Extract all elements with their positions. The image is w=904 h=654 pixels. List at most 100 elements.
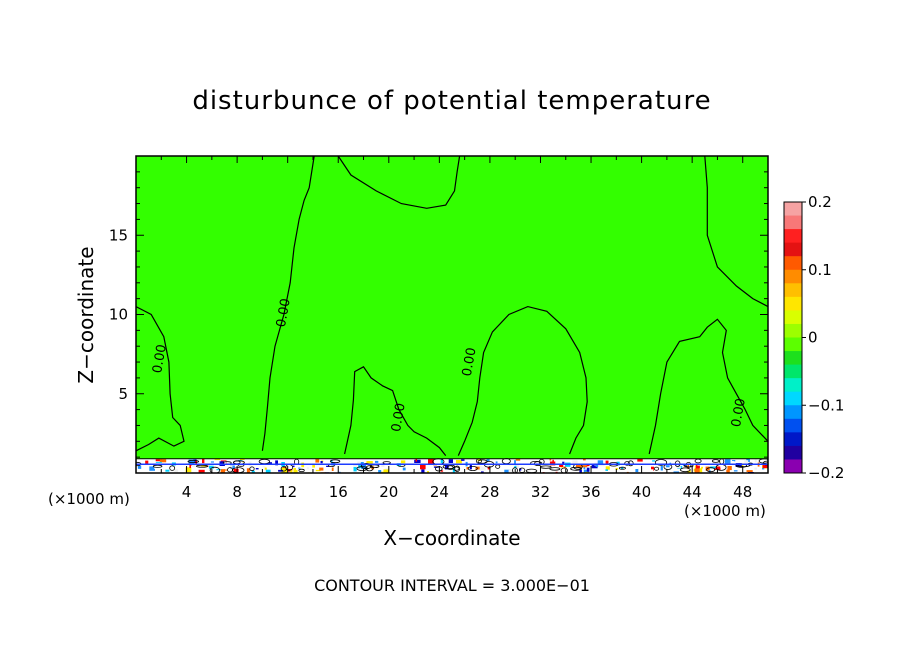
ground-cell <box>165 469 170 472</box>
ground-cell <box>714 466 721 470</box>
colorbar-swatch <box>784 229 802 244</box>
ground-cell <box>378 470 382 473</box>
ground-cell <box>307 467 309 470</box>
ground-cell <box>579 469 582 473</box>
ground-cell <box>264 467 267 470</box>
ground-cell <box>181 461 184 465</box>
ground-cell <box>320 461 323 464</box>
ground-cell <box>486 459 490 462</box>
ground-cell <box>427 471 429 473</box>
x-tick-label: 24 <box>430 483 449 501</box>
ground-cell <box>522 460 525 464</box>
ground-cell <box>420 464 426 470</box>
ground-cell <box>479 466 486 471</box>
contour-interval-note: CONTOUR INTERVAL = 3.000E−01 <box>314 576 590 595</box>
ground-cell <box>312 463 315 468</box>
ground-cell <box>583 458 586 461</box>
ground-cell <box>733 470 738 472</box>
ground-cell <box>443 465 446 469</box>
ground-cell <box>251 459 258 461</box>
ground-cell <box>698 468 703 473</box>
ground-cell <box>275 460 278 466</box>
ground-cell <box>315 469 321 472</box>
ground-cell <box>701 466 703 469</box>
ground-cell <box>137 465 142 469</box>
ground-cell <box>357 461 361 465</box>
ground-cell <box>583 469 589 473</box>
colorbar-swatch <box>784 296 802 311</box>
ground-contour <box>653 466 660 471</box>
zero-contour-line <box>457 305 588 456</box>
ground-cell <box>461 459 465 461</box>
ground-cell <box>475 466 482 470</box>
ground-contour <box>329 459 341 464</box>
ground-contour <box>365 465 374 472</box>
ground-contour <box>706 467 716 473</box>
ground-cell <box>660 465 663 471</box>
ground-cell <box>572 460 578 464</box>
ground-cell <box>294 464 299 467</box>
y-tick-label: 10 <box>109 306 128 324</box>
ground-cell <box>149 466 155 471</box>
ground-cell <box>278 469 284 472</box>
ground-cell <box>224 461 227 464</box>
ground-cell <box>691 464 694 467</box>
ground-cell <box>642 469 649 473</box>
ground-cell <box>428 459 434 464</box>
ground-cell <box>563 466 567 469</box>
ground-contour <box>560 467 568 473</box>
ground-cell <box>202 459 205 464</box>
ground-cell <box>402 467 406 471</box>
colorbar-tick-label: 0 <box>808 329 818 347</box>
ground-cell <box>635 468 639 473</box>
ground-cell <box>582 465 588 468</box>
ground-cell <box>233 468 239 473</box>
chart-title: disturbunce of potential temperature <box>192 86 712 116</box>
ground-contour <box>654 459 668 466</box>
ground-cell <box>375 460 379 463</box>
ground-cell <box>198 469 205 473</box>
colorbar-swatch <box>784 405 802 420</box>
colorbar-swatch <box>784 432 802 447</box>
ground-cell <box>440 470 444 472</box>
ground-contour <box>452 466 460 471</box>
zero-contour-line <box>136 306 185 452</box>
x-tick-label: 28 <box>480 483 499 501</box>
colorbar-tick-label: 0.2 <box>808 193 832 211</box>
ground-cell <box>663 461 666 466</box>
colorbar-swatch <box>784 418 802 433</box>
colorbar-swatch <box>784 310 802 325</box>
zero-contour-line <box>648 318 768 455</box>
x-tick-label: 44 <box>683 483 702 501</box>
ground-cell <box>265 469 271 473</box>
colorbar-swatch <box>784 256 802 271</box>
ground-cell <box>444 464 449 470</box>
ground-cell <box>155 461 162 463</box>
contour-label: 0.00 <box>389 402 409 433</box>
ground-contour <box>624 461 630 466</box>
ground-cell <box>159 459 167 463</box>
ground-cell <box>732 460 736 462</box>
ground-contour <box>549 467 561 471</box>
x-tick-label: 12 <box>278 483 297 501</box>
ground-cell <box>487 466 490 470</box>
colorbar-swatch <box>784 215 802 230</box>
ground-cell <box>350 460 356 462</box>
ground-cell <box>466 467 469 470</box>
ground-cell <box>727 466 732 471</box>
ground-cell <box>353 464 358 467</box>
ground-cell <box>292 465 295 468</box>
ground-cell <box>586 467 590 472</box>
ground-cell <box>240 458 245 460</box>
colorbar-swatch <box>784 337 802 352</box>
ground-cell <box>730 460 734 463</box>
y-tick-label: 5 <box>118 385 128 403</box>
ground-cell <box>448 459 453 463</box>
ground-cell <box>621 467 624 470</box>
x-tick-label: 8 <box>232 483 242 501</box>
ground-cell <box>525 469 531 473</box>
x-tick-label: 4 <box>182 483 192 501</box>
ground-cell <box>155 459 162 462</box>
ground-cell <box>619 465 624 467</box>
ground-cell <box>315 458 320 463</box>
